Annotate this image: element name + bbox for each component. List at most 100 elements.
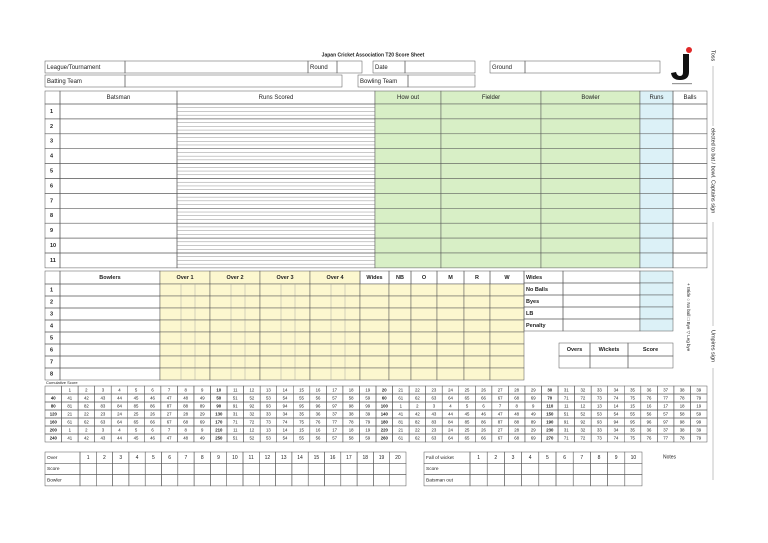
row-number: 4 bbox=[50, 323, 54, 329]
cumulative-number: 53 bbox=[266, 396, 271, 401]
cumulative-number: 42 bbox=[84, 396, 89, 401]
bowling-cell bbox=[489, 283, 525, 297]
cumulative-number: 27 bbox=[167, 412, 172, 417]
cumulative-number: 19 bbox=[696, 404, 701, 409]
cumulative-number: 54 bbox=[283, 396, 288, 401]
fall-label: Batsman out bbox=[426, 478, 454, 484]
bowling-cell bbox=[359, 307, 390, 321]
cumulative-number: 76 bbox=[316, 420, 321, 425]
row-number: 3 bbox=[50, 139, 53, 145]
cumulative-number: 1 bbox=[69, 428, 72, 433]
row-number: 5 bbox=[50, 169, 53, 175]
cumulative-number: 53 bbox=[597, 412, 602, 417]
fall-cell bbox=[555, 463, 574, 475]
batting-cell bbox=[672, 133, 708, 149]
cumulative-number: 24 bbox=[448, 428, 453, 433]
bowling-cell bbox=[388, 367, 412, 381]
cumulative-number: 5 bbox=[135, 428, 138, 433]
cumulative-number: 25 bbox=[465, 428, 470, 433]
cumulative-number: 16 bbox=[647, 404, 652, 409]
side-note: Umpires sign bbox=[710, 330, 716, 362]
cumulative-number: 13 bbox=[266, 388, 271, 393]
batting-cell bbox=[59, 133, 178, 149]
cumulative-number: 75 bbox=[630, 396, 635, 401]
bowling-cell bbox=[410, 283, 438, 297]
overs-cell bbox=[275, 474, 293, 487]
bowling-cell bbox=[359, 319, 390, 333]
cumulative-number: 88 bbox=[514, 420, 519, 425]
row-number: 9 bbox=[50, 228, 53, 234]
cumulative-number: 48 bbox=[183, 436, 188, 441]
cumulative-number: 67 bbox=[498, 436, 503, 441]
bowling-cell bbox=[159, 319, 211, 333]
cumulative-number: 8 bbox=[184, 388, 187, 393]
column-header: Over 2 bbox=[226, 275, 243, 281]
cumulative-number: 73 bbox=[266, 420, 271, 425]
overs-cell bbox=[356, 463, 374, 475]
wicket-number: 8 bbox=[598, 455, 601, 461]
cumulative-number: 87 bbox=[498, 420, 503, 425]
cumulative-number: 58 bbox=[349, 436, 354, 441]
cumulative-number: 47 bbox=[167, 436, 172, 441]
bowling-cell bbox=[463, 319, 491, 333]
column-header: Over 3 bbox=[276, 275, 293, 281]
bowling-cell bbox=[436, 355, 465, 369]
cumulative-number: 40 bbox=[51, 396, 56, 401]
cumulative-number: 7 bbox=[499, 404, 502, 409]
batting-cell bbox=[672, 178, 708, 194]
overs-cell bbox=[340, 463, 358, 475]
extras-label: No Balls bbox=[526, 287, 548, 293]
bowling-cell bbox=[209, 355, 261, 369]
cumulative-number: 65 bbox=[465, 436, 470, 441]
cumulative-number: 45 bbox=[134, 436, 139, 441]
overs-cell bbox=[79, 474, 97, 487]
cumulative-number: 14 bbox=[283, 428, 288, 433]
batting-cell bbox=[440, 193, 542, 209]
cumulative-number: 49 bbox=[531, 412, 536, 417]
fall-cell bbox=[469, 463, 488, 475]
column-header: Runs bbox=[649, 95, 663, 101]
row-number: 10 bbox=[50, 243, 56, 249]
cumulative-number: 51 bbox=[564, 412, 569, 417]
cumulative-number: 100 bbox=[381, 404, 389, 409]
cumulative-number: 33 bbox=[597, 428, 602, 433]
column-header: Balls bbox=[683, 95, 696, 101]
cumulative-number: 250 bbox=[215, 436, 223, 441]
cumulative-number: 51 bbox=[233, 436, 238, 441]
cumulative-number: 99 bbox=[365, 404, 370, 409]
bowling-cell bbox=[359, 283, 390, 297]
batting-cell bbox=[374, 163, 442, 179]
cumulative-number: 64 bbox=[448, 436, 453, 441]
sheet-title: Japan Cricket Association T20 Score Shee… bbox=[322, 52, 425, 58]
cumulative-number: 4 bbox=[118, 428, 121, 433]
bowling-cell bbox=[309, 295, 361, 309]
over-number: 12 bbox=[265, 455, 271, 461]
column-header: NB bbox=[396, 275, 404, 281]
batting-cell bbox=[440, 133, 542, 149]
field-label: Batting Team bbox=[47, 79, 82, 85]
batting-cell bbox=[540, 237, 641, 254]
over-number: 17 bbox=[346, 455, 352, 461]
over-number: 5 bbox=[152, 455, 155, 461]
cumulative-number: 8 bbox=[515, 404, 518, 409]
bowling-cell bbox=[159, 355, 211, 369]
batting-cell bbox=[59, 103, 178, 120]
bowling-cell bbox=[309, 343, 361, 357]
bowling-cell bbox=[59, 331, 161, 345]
cumulative-number: 19 bbox=[365, 428, 370, 433]
cumulative-number: 22 bbox=[415, 388, 420, 393]
cumulative-number: 31 bbox=[564, 428, 569, 433]
cumulative-number: 62 bbox=[415, 396, 420, 401]
cumulative-number: 44 bbox=[117, 396, 122, 401]
bowling-cell bbox=[410, 343, 438, 357]
row-number: 2 bbox=[50, 124, 53, 130]
totals-field bbox=[589, 355, 629, 369]
overs-cell bbox=[259, 463, 276, 475]
cumulative-number: 230 bbox=[546, 428, 554, 433]
cumulative-number: 24 bbox=[117, 412, 122, 417]
bowling-cell bbox=[463, 355, 491, 369]
cumulative-number: 65 bbox=[134, 420, 139, 425]
cumulative-number: 97 bbox=[332, 404, 337, 409]
cumulative-number: 29 bbox=[200, 412, 205, 417]
batting-cell bbox=[639, 252, 674, 269]
